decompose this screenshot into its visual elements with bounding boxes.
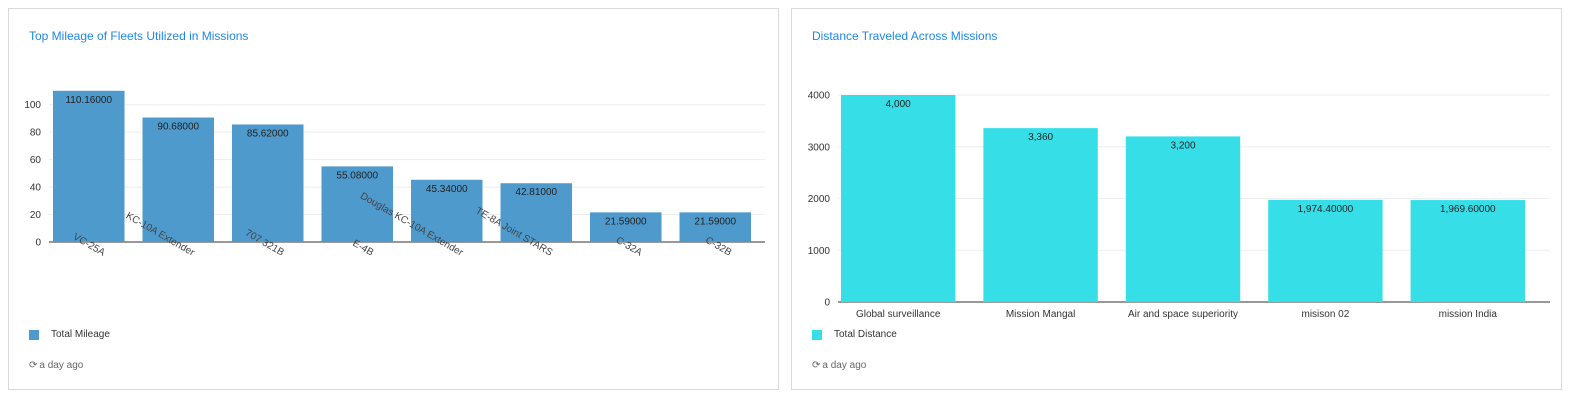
chart-legend[interactable]: Total Distance [812, 329, 897, 340]
data-label: 42.81000 [515, 187, 557, 198]
data-label: 55.08000 [336, 170, 378, 181]
bar [679, 212, 751, 242]
data-label: 4,000 [886, 99, 911, 110]
bar [841, 95, 956, 302]
bar [321, 166, 393, 242]
distance-panel: Distance Traveled Across Missions 0 1000 2… [791, 8, 1562, 390]
mileage-panel: Top Mileage of Fleets Utilized in Missio… [8, 8, 779, 390]
bar [1410, 200, 1525, 302]
bar [142, 117, 214, 242]
bar [590, 212, 662, 242]
last-updated: ⟳ a day ago [812, 360, 866, 371]
y-tick-label: 1000 [808, 246, 831, 257]
data-label: 1,974.40000 [1298, 204, 1354, 215]
bar [411, 179, 483, 242]
data-label: 3,200 [1170, 140, 1195, 151]
y-tick-label: 20 [30, 210, 42, 221]
bar [1125, 136, 1241, 302]
x-tick-label: misison 02 [1301, 309, 1349, 320]
y-tick-label: 3000 [808, 142, 831, 153]
y-tick-label: 100 [24, 100, 41, 111]
refresh-icon: ⟳ [812, 360, 821, 371]
y-tick-label: 0 [824, 298, 830, 309]
panel-title: Top Mileage of Fleets Utilized in Missio… [29, 29, 249, 43]
data-label: 110.16000 [65, 95, 112, 106]
distance-bar-chart: 0 1000 2000 3000 4000 4,000 Global surveillanc… [808, 91, 1550, 320]
x-tick-label: Air and space superiority [1128, 309, 1238, 320]
y-tick-label: 80 [30, 128, 42, 139]
chart-legend[interactable]: Total Mileage [29, 329, 110, 340]
bar [983, 128, 1098, 302]
updated-text: a day ago [822, 360, 867, 371]
panel-title: Distance Traveled Across Missions [812, 29, 998, 43]
x-tick-label: Mission Mangal [1006, 309, 1075, 320]
y-tick-label: 2000 [808, 194, 831, 205]
data-label: 21.59000 [605, 216, 647, 227]
refresh-icon: ⟳ [29, 360, 38, 371]
data-label: 3,360 [1028, 132, 1053, 143]
bar [53, 90, 125, 242]
x-tick-label: mission India [1439, 309, 1498, 320]
legend-label: Total Mileage [51, 329, 110, 340]
data-label: 21.59000 [694, 216, 736, 227]
data-label: 90.68000 [157, 122, 199, 133]
legend-swatch [29, 329, 39, 340]
data-label: 45.34000 [426, 184, 468, 195]
legend-swatch [812, 329, 822, 340]
bar [500, 183, 572, 242]
y-tick-label: 40 [30, 183, 42, 194]
bar [232, 124, 304, 242]
y-tick-label: 60 [30, 155, 42, 166]
y-tick-label: 4000 [808, 91, 831, 102]
y-tick-label: 0 [35, 238, 41, 249]
updated-text: a day ago [39, 360, 84, 371]
data-label: 85.62000 [247, 128, 289, 139]
x-tick-label: Global surveillance [856, 309, 941, 320]
last-updated: ⟳ a day ago [29, 360, 83, 371]
data-label: 1,969.60000 [1440, 204, 1496, 215]
bar [1268, 199, 1383, 302]
legend-label: Total Distance [834, 329, 897, 340]
